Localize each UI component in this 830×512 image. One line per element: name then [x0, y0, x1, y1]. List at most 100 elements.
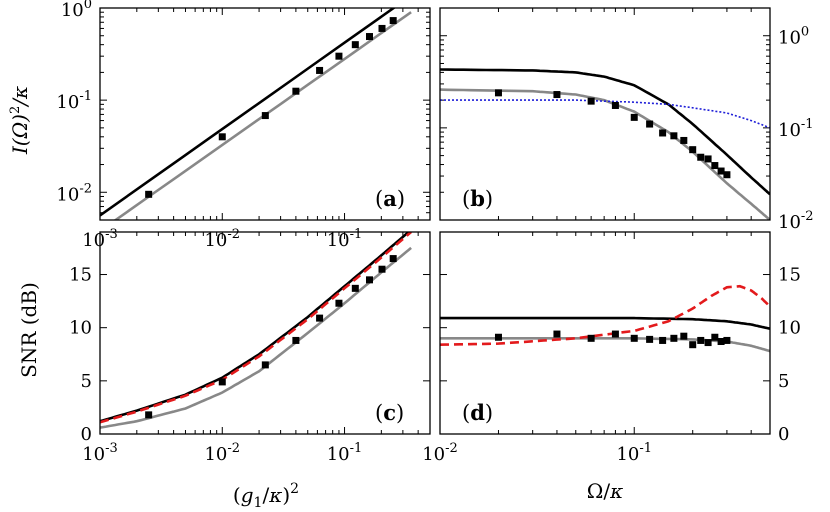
- data-point: [717, 167, 725, 175]
- plot-layer: 10-3 10-2 10-110-210-1100(a)10-210-1100(b)…: [56, 0, 813, 465]
- ytick-label: 0: [778, 424, 789, 445]
- data-point: [587, 334, 595, 342]
- xtick-label: 10-1: [327, 441, 363, 465]
- data-point: [646, 335, 654, 343]
- data-point: [292, 87, 300, 95]
- panel-c: 10-3 10-2 10-1 0 5 10 15 (c): [69, 231, 431, 465]
- data-point: [670, 132, 678, 140]
- xtick-label: 10-2: [422, 441, 458, 465]
- data-point: [659, 336, 667, 344]
- data-point: [365, 33, 373, 41]
- data-point: [723, 336, 731, 344]
- panel-d: 10-2 10-1 0 5 10 15 (d): [422, 231, 801, 465]
- xlabel-left: (g1/κ)2: [233, 481, 299, 511]
- series-line-red: [440, 284, 770, 346]
- data-point: [689, 341, 697, 349]
- data-point: [587, 97, 595, 105]
- series-line-gray: [100, 246, 412, 429]
- data-point: [292, 336, 300, 344]
- data-point: [389, 17, 397, 25]
- ytick-label: 10-2: [778, 209, 814, 233]
- series-line-black: [440, 68, 770, 196]
- data-point: [680, 332, 688, 340]
- data-point: [611, 101, 619, 109]
- data-point: [553, 91, 561, 99]
- data-point: [389, 255, 397, 263]
- data-point: [711, 333, 719, 341]
- data-point: [697, 336, 705, 344]
- plot-area-d: [440, 284, 770, 353]
- series-line-red: [100, 232, 412, 424]
- data-point: [670, 334, 678, 342]
- data-point: [335, 52, 343, 60]
- plot-area-b: [440, 68, 770, 220]
- data-point: [351, 41, 359, 49]
- panel-label: (d): [462, 400, 493, 425]
- ylabel-top: I(Ω)2/κ: [8, 86, 32, 155]
- panel-label: (c): [375, 400, 404, 425]
- data-point: [261, 361, 269, 369]
- data-point: [611, 330, 619, 338]
- series-line-black: [440, 316, 770, 330]
- data-point: [659, 129, 667, 137]
- data-point: [335, 299, 343, 307]
- xlabel-right: Ω/κ: [587, 479, 623, 503]
- axes-frame: [439, 7, 771, 221]
- data-point: [261, 112, 269, 120]
- plot-area-a: [100, 8, 412, 220]
- data-point: [365, 276, 373, 284]
- data-point: [378, 265, 386, 273]
- ytick-label: 100: [61, 0, 92, 21]
- data-point: [704, 339, 712, 347]
- ytick-label: 10-2: [56, 181, 92, 205]
- data-point: [680, 136, 688, 144]
- data-point: [145, 190, 153, 198]
- panel-label: (a): [375, 186, 405, 211]
- xtick-label: 10-2: [204, 441, 240, 465]
- data-point: [630, 334, 638, 342]
- series-line-black: [100, 8, 396, 217]
- panel-b: 10-2 10-1 100 (b): [439, 7, 814, 233]
- ytick-label: 0: [81, 424, 92, 445]
- ytick-label: 100: [778, 25, 809, 49]
- data-point: [316, 66, 324, 74]
- data-point: [494, 89, 502, 97]
- ytick-label: 10-1: [778, 117, 814, 141]
- data-point: [145, 411, 153, 419]
- series-line-gray: [113, 11, 412, 220]
- data-point: [378, 24, 386, 32]
- data-point: [218, 378, 226, 386]
- ytick-label: 15: [69, 265, 92, 286]
- data-point: [494, 333, 502, 341]
- xtick-label: 10-1: [616, 441, 652, 465]
- data-point: [697, 153, 705, 161]
- data-point: [646, 120, 654, 128]
- ytick-label: 10: [69, 318, 92, 339]
- data-point: [704, 155, 712, 163]
- xtick-label: 10-3: [82, 441, 118, 465]
- data-point: [316, 314, 324, 322]
- ytick-label: 10: [778, 318, 801, 339]
- data-point: [218, 133, 226, 141]
- data-point: [351, 284, 359, 292]
- series-line-gray: [440, 336, 770, 353]
- data-point: [689, 146, 697, 154]
- axes-frame: [99, 231, 431, 435]
- ylabel-bottom: SNR (dB): [17, 282, 41, 378]
- panel-label: (b): [462, 186, 493, 211]
- plot-area-c: [100, 232, 412, 429]
- ytick-label: 15: [778, 265, 801, 286]
- ytick-label: 5: [81, 371, 92, 392]
- series-line-blue: [440, 99, 770, 129]
- data-point: [553, 330, 561, 338]
- series-line-black: [100, 232, 411, 423]
- data-point: [630, 113, 638, 121]
- axes-frame: [99, 7, 431, 221]
- data-point: [723, 171, 731, 179]
- axes-frame: [439, 231, 771, 435]
- ytick-label: 10-1: [56, 89, 92, 113]
- ytick-label: 5: [778, 371, 789, 392]
- data-point: [711, 162, 719, 170]
